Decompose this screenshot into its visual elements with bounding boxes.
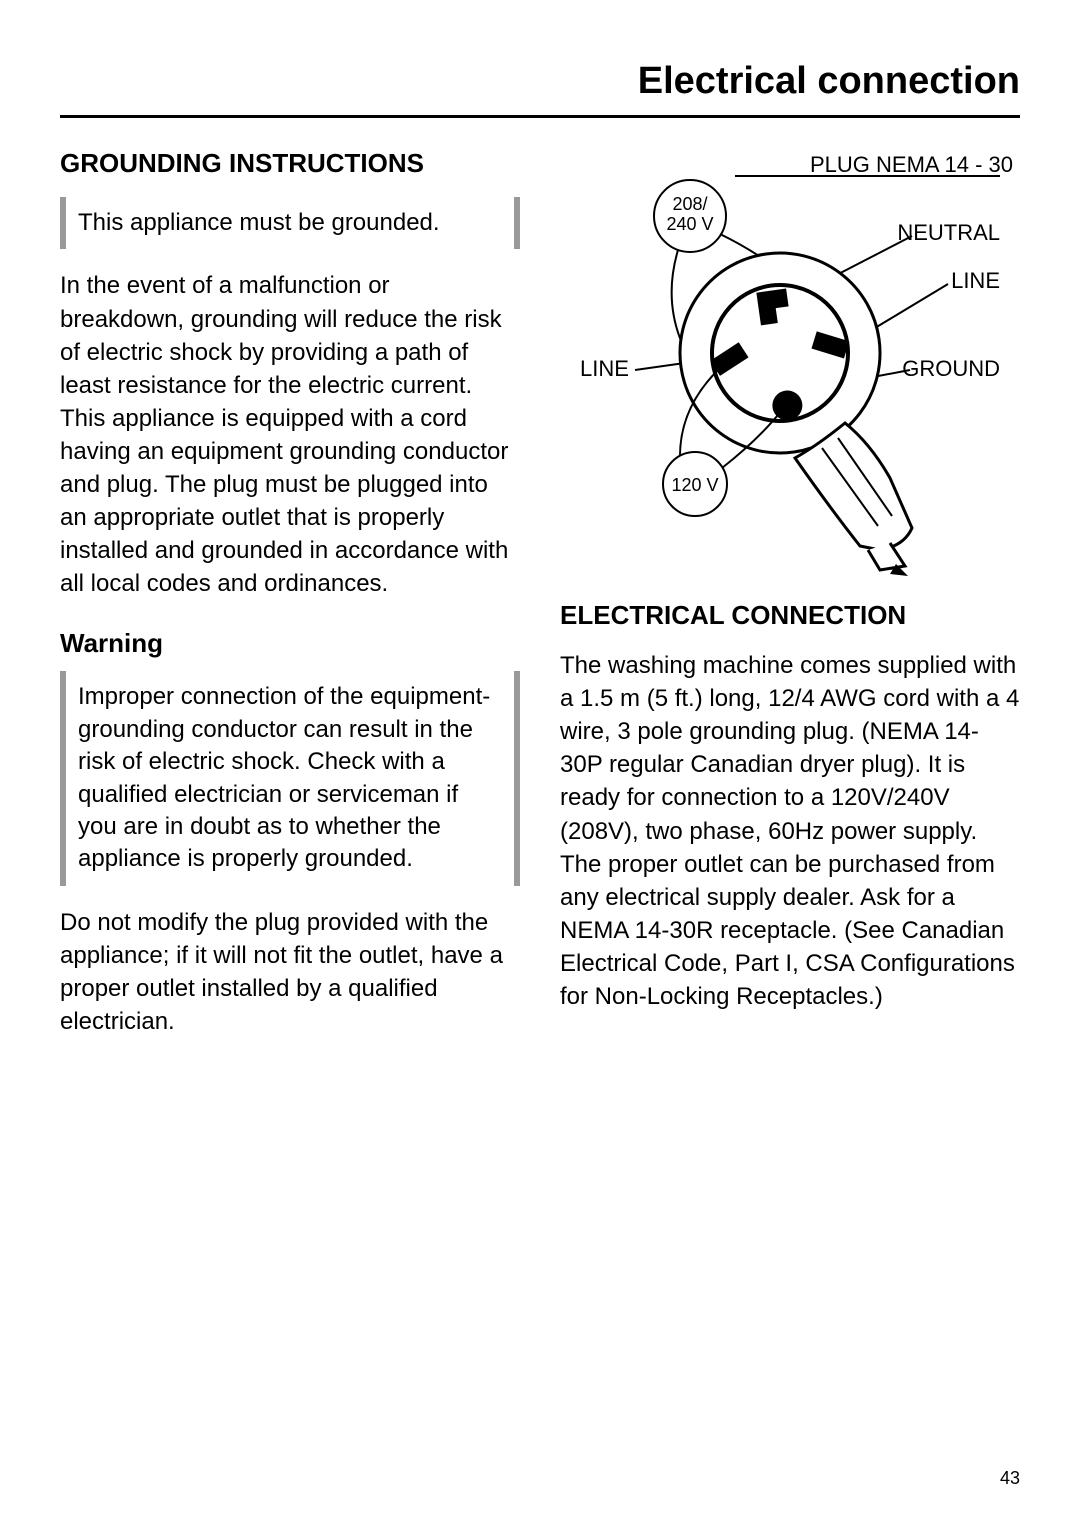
svg-text:LINE: LINE	[951, 268, 1000, 293]
electrical-connection-heading: ELECTRICAL CONNECTION	[560, 600, 1020, 631]
svg-text:208/: 208/	[672, 194, 707, 214]
plug-body	[795, 423, 912, 576]
plug-diagram: PLUG NEMA 14 - 30 P 208/ 240 V NEUTRAL L…	[560, 148, 1020, 578]
two-column-layout: GROUNDING INSTRUCTIONS This appliance mu…	[60, 148, 1020, 1056]
page-title: Electrical connection	[60, 60, 1020, 118]
page-number: 43	[1000, 1468, 1020, 1489]
svg-text:120 V: 120 V	[671, 475, 718, 495]
electrical-connection-paragraph: The washing machine comes supplied with …	[560, 649, 1020, 1013]
grounding-callout: This appliance must be grounded.	[60, 197, 520, 249]
diagram-title-text: PLUG NEMA 14 - 30 P	[810, 152, 1020, 177]
svg-text:NEUTRAL: NEUTRAL	[897, 220, 1000, 245]
warning-heading: Warning	[60, 628, 520, 659]
left-column: GROUNDING INSTRUCTIONS This appliance mu…	[60, 148, 520, 1056]
svg-text:LINE: LINE	[580, 356, 629, 381]
warning-callout: Improper connection of the equipment-gro…	[60, 671, 520, 885]
modify-plug-paragraph: Do not modify the plug provided with the…	[60, 906, 520, 1038]
svg-text:GROUND: GROUND	[902, 356, 1000, 381]
plug-face	[667, 240, 893, 466]
right-column: PLUG NEMA 14 - 30 P 208/ 240 V NEUTRAL L…	[560, 148, 1020, 1056]
grounding-paragraph: In the event of a malfunction or breakdo…	[60, 269, 520, 600]
svg-text:240 V: 240 V	[666, 214, 713, 234]
grounding-instructions-heading: GROUNDING INSTRUCTIONS	[60, 148, 520, 179]
